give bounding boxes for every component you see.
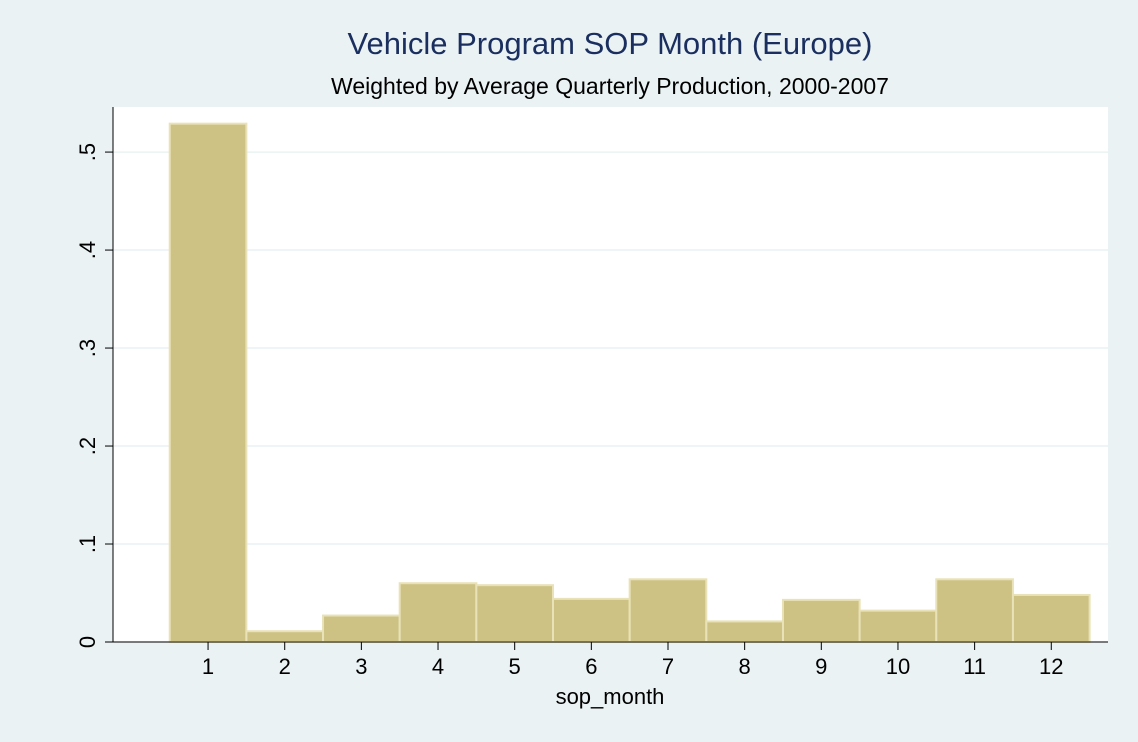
y-tick-label: .3 [75,339,100,357]
y-tick-label: .1 [75,535,100,553]
x-tick-label: 7 [662,654,674,679]
bar [245,630,325,644]
bar [322,614,401,643]
bar [398,582,478,644]
x-tick-label: 4 [432,654,444,679]
plot-area [113,107,1108,642]
y-tick-label: 0 [75,636,100,648]
bar [168,122,248,643]
x-tick-label: 9 [815,654,827,679]
x-tick-label: 12 [1039,654,1063,679]
y-tick-label: .4 [75,241,100,259]
bar [858,609,938,644]
x-tick-label: 3 [355,654,367,679]
x-tick-label: 8 [739,654,751,679]
x-axis-label: sop_month [556,684,665,709]
y-tick-label: .5 [75,143,100,161]
bar [781,598,861,643]
x-tick-label: 1 [202,654,214,679]
x-tick-label: 11 [963,654,986,679]
bar [628,578,708,643]
bar [475,584,555,644]
bar [705,620,784,644]
bar [935,578,1014,643]
x-tick-label: 6 [585,654,597,679]
bar [552,597,631,644]
y-tick-label: .2 [75,437,100,455]
chart-title: Vehicle Program SOP Month (Europe) [348,26,873,61]
x-tick-label: 5 [509,654,521,679]
x-tick-label: 2 [279,654,291,679]
chart-subtitle: Weighted by Average Quarterly Production… [331,73,889,99]
bar [1011,593,1091,644]
x-tick-label: 10 [886,654,910,679]
